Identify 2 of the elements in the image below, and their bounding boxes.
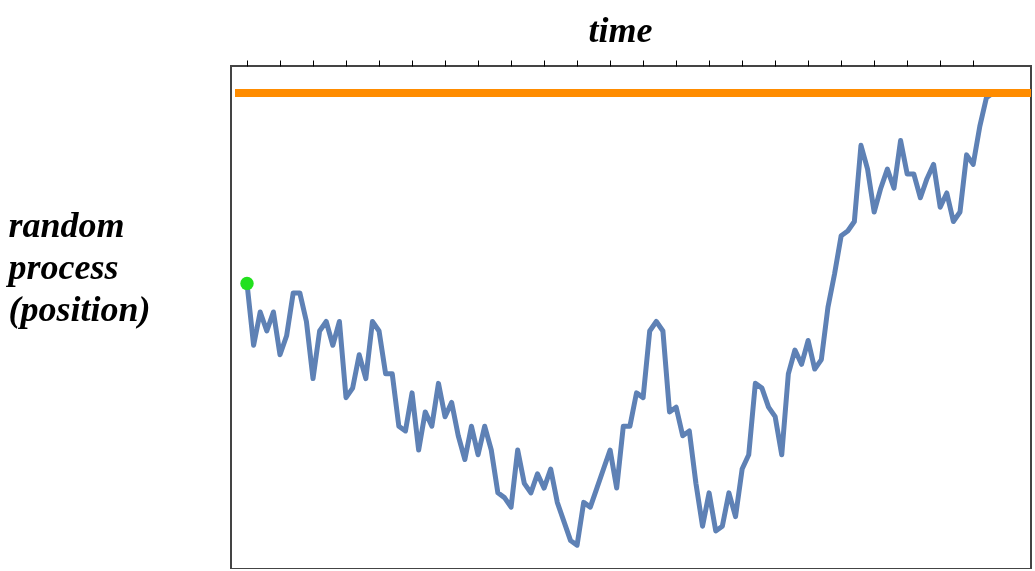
x-axis-title: time [588,10,653,50]
y-axis-title: random process (position) [5,204,151,329]
